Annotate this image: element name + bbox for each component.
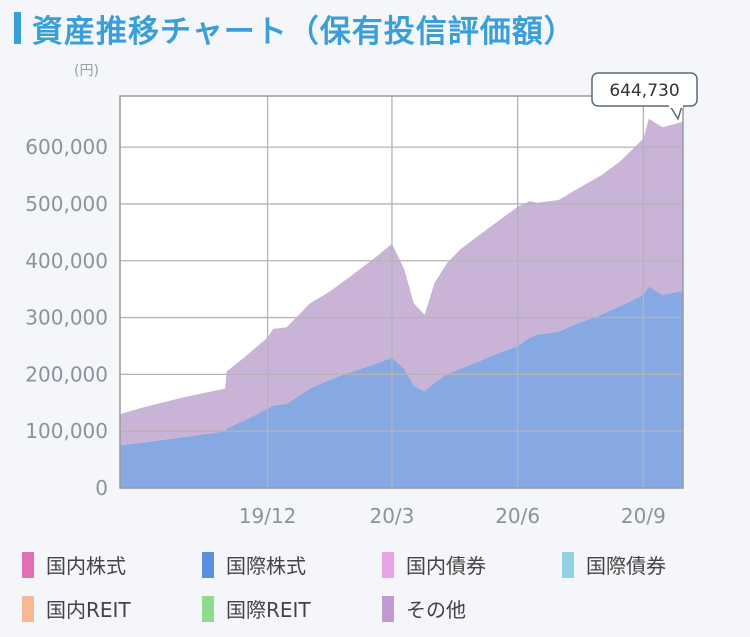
legend-label: その他 — [406, 598, 466, 622]
y-tick-label: 300,000 — [25, 306, 108, 330]
legend-item: 国内債券 — [382, 550, 486, 579]
area-series-1 — [120, 118, 683, 446]
y-axis-unit: (円) — [74, 63, 99, 79]
y-tick-label: 200,000 — [25, 362, 108, 386]
plot-border — [119, 95, 684, 489]
y-tick-label: 100,000 — [25, 419, 108, 443]
legend-item: 国際株式 — [202, 550, 306, 579]
legend-label: 国内REIT — [46, 598, 131, 622]
legend-item: 国際債券 — [562, 550, 666, 579]
legend-swatch — [382, 551, 394, 578]
legend-label: 国際REIT — [226, 598, 311, 622]
y-tick-label: 600,000 — [25, 135, 108, 159]
x-tick-label: 20/6 — [495, 504, 540, 528]
legend-item: その他 — [382, 594, 466, 623]
x-tick-label: 19/12 — [239, 504, 297, 528]
legend-item: 国際REIT — [202, 594, 311, 623]
y-tick-label: 0 — [95, 476, 108, 500]
callout-box — [591, 72, 698, 107]
legend-label: 国内債券 — [406, 554, 486, 578]
callout-joint — [669, 103, 683, 108]
legend-swatch — [562, 551, 574, 578]
page-title: 資産推移チャート（保有投信評価額） — [32, 14, 576, 50]
title-accent-bar — [14, 12, 21, 44]
x-tick-label: 20/9 — [621, 504, 666, 528]
legend-label: 国際株式 — [226, 554, 306, 578]
legend-swatch — [22, 595, 34, 622]
y-tick-label: 400,000 — [25, 249, 108, 273]
area-series-0 — [120, 286, 683, 488]
legend-item: 国内株式 — [22, 550, 126, 579]
legend-swatch — [382, 595, 394, 622]
legend-swatch — [202, 595, 214, 622]
legend-item: 国内REIT — [22, 594, 131, 623]
legend-swatch — [202, 551, 214, 578]
legend-label: 国内株式 — [46, 554, 126, 578]
x-tick-label: 20/3 — [369, 504, 414, 528]
legend-swatch — [22, 551, 34, 578]
legend-label: 国際債券 — [586, 554, 666, 578]
callout-value: 644,730 — [609, 81, 679, 101]
y-tick-label: 500,000 — [25, 192, 108, 216]
